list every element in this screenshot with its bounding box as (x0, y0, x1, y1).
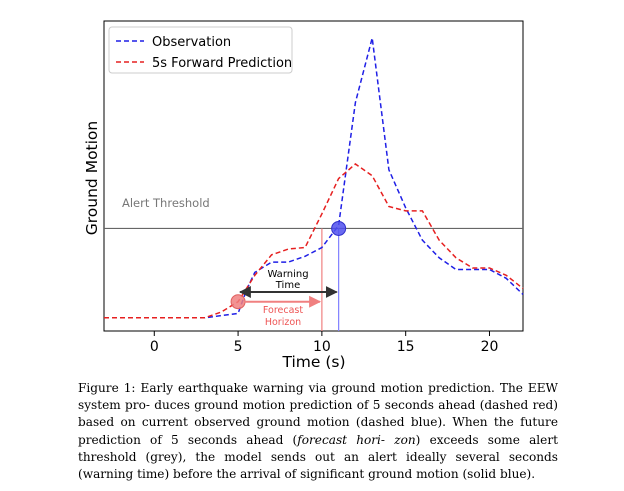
forecast-horizon-label-1: Forecast (263, 305, 303, 316)
series-prediction-line (104, 163, 524, 319)
x-tick-label: 15 (397, 339, 415, 355)
x-ticks-group: 0 5 10 15 20 (150, 331, 499, 355)
figure-caption: Figure 1: Early earthquake warning via g… (78, 380, 558, 483)
caption-italic-forecast-1: forecast hori- (297, 432, 386, 447)
caption-line-5: (warning time) before the arrival of sig… (78, 467, 536, 482)
legend-label-observation: Observation (152, 35, 231, 50)
caption-italic-forecast-2: zon (394, 432, 416, 447)
warning-time-label-2: Time (275, 280, 300, 291)
series-group (104, 37, 524, 319)
caption-line-4: ) exceeds some alert threshold (grey), t… (78, 432, 558, 464)
legend: Observation 5s Forward Prediction (108, 26, 293, 74)
forecast-point-marker (230, 294, 246, 310)
series-observation-line (104, 37, 524, 319)
x-axis-label: Time (s) (281, 353, 345, 371)
x-tick-label: 0 (150, 339, 159, 355)
warning-time-label-1: Warning (267, 269, 308, 280)
arrival-point-marker (331, 220, 347, 236)
arrows-group (238, 286, 338, 308)
caption-line-1: Figure 1: Early earthquake warning via g… (78, 381, 558, 413)
caption-line-3: ground motion (dashed blue). When the fu… (78, 415, 558, 447)
forecast-horizon-label-2: Horizon (265, 317, 301, 328)
legend-label-prediction: 5s Forward Prediction (152, 56, 292, 71)
caption-line-2: duces ground motion prediction of 5 seco… (78, 398, 558, 430)
y-axis-label: Ground Motion (83, 121, 101, 236)
alert-threshold-label: Alert Threshold (122, 196, 210, 210)
chart: 0 5 10 15 20 Time (s) Ground Motion Observat… (83, 20, 524, 371)
x-tick-label: 10 (313, 339, 331, 355)
legend-box (108, 26, 293, 74)
marker-points-group (230, 220, 347, 310)
x-tick-label: 20 (481, 339, 499, 355)
x-tick-label: 5 (234, 339, 243, 355)
vertical-markers-group (321, 228, 340, 331)
plot-area (103, 20, 524, 332)
